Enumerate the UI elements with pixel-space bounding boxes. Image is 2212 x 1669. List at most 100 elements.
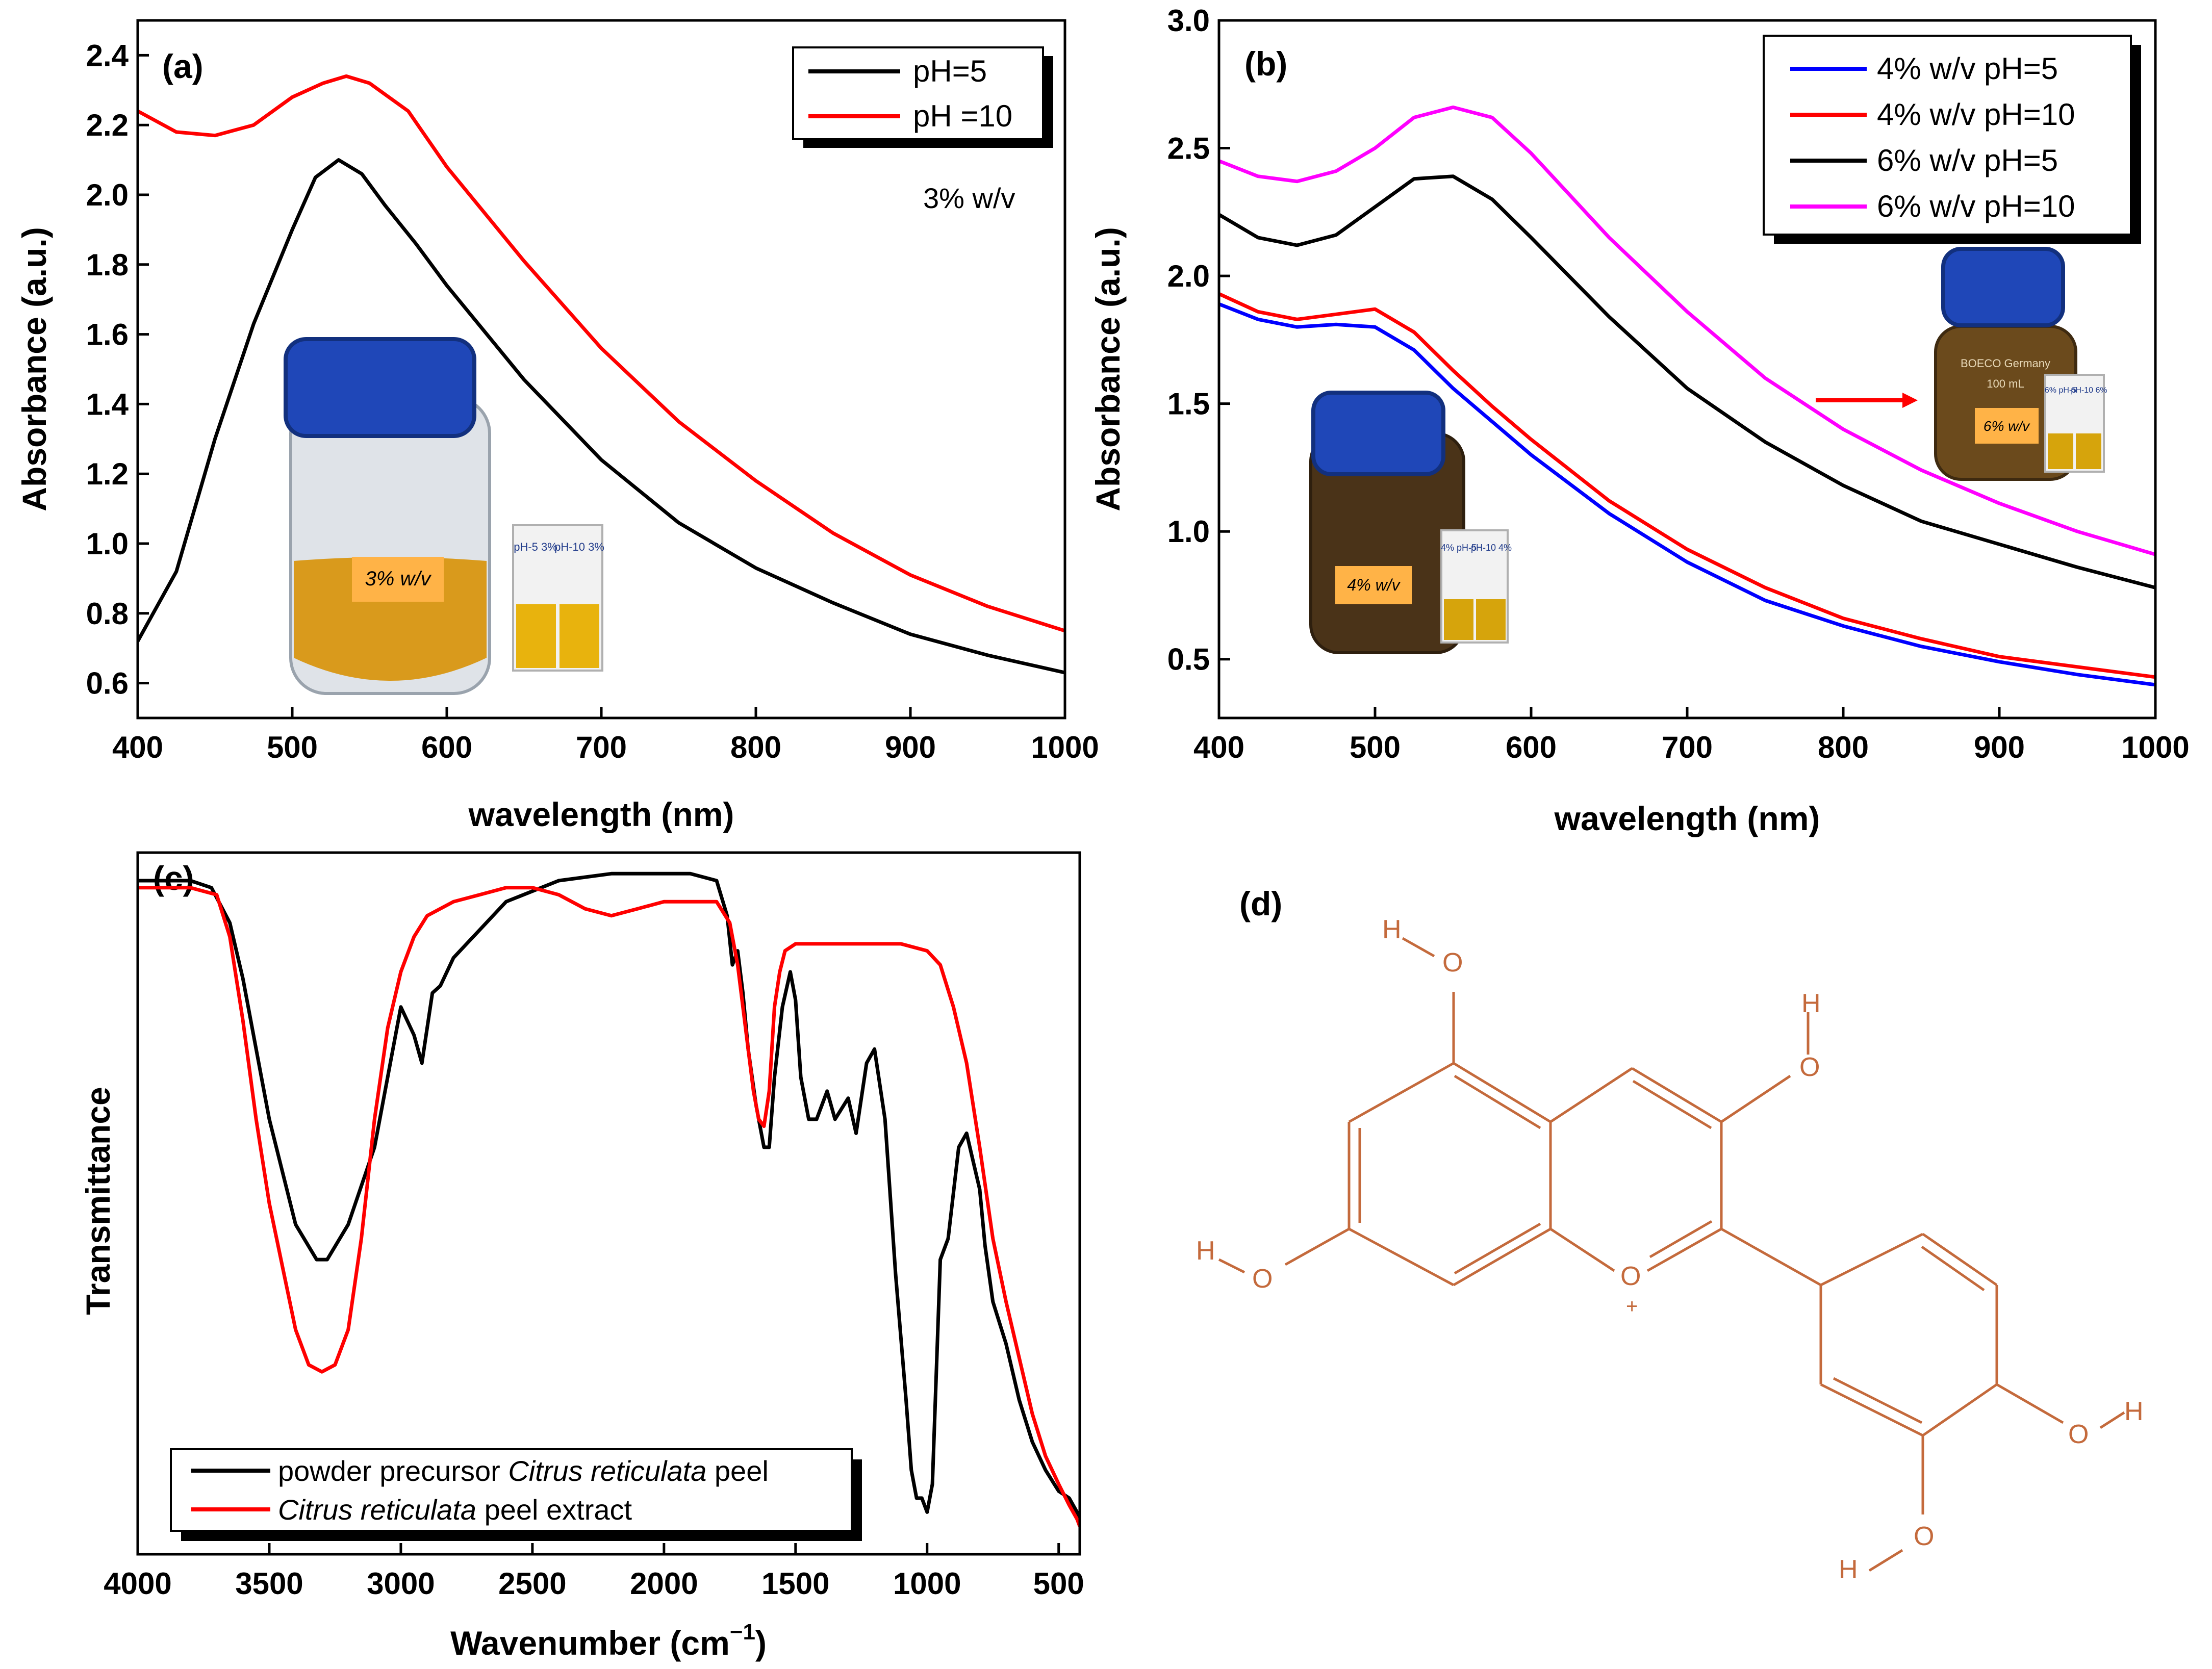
legend-b-entry-3: 6% w/v pH=5 bbox=[1877, 143, 2058, 177]
panel-b-axes: 400 500 600 700 800 900 1000 0.5 1.0 1.5 2.0 2.5 3.0 bbox=[1167, 4, 2190, 764]
bond bbox=[1549, 1067, 1633, 1123]
x-tick-label-b: 800 bbox=[1818, 730, 1869, 764]
x-tick-label-a: 500 bbox=[267, 730, 318, 764]
legend-c-entry-1-prefix: powder precursor bbox=[278, 1455, 508, 1487]
legend-c-entry-2-italic: Citrus reticulata bbox=[278, 1494, 476, 1526]
atom-h: H bbox=[1801, 989, 1821, 1018]
series-line-a-2 bbox=[138, 74, 1065, 633]
x-tick-label-b: 600 bbox=[1506, 730, 1557, 764]
bond bbox=[1922, 1233, 1998, 1287]
legend-b-entry-2: 4% w/v pH=10 bbox=[1877, 97, 2075, 132]
panel-a-inset-photo: 3% w/v pH-5 3% pH-10 3% bbox=[284, 337, 604, 695]
cuvette-b-left-1-liquid bbox=[1444, 599, 1473, 640]
atom-o: O bbox=[1442, 948, 1463, 978]
bond bbox=[1996, 1383, 2064, 1424]
bond bbox=[1402, 937, 1435, 958]
bond-double bbox=[1649, 1220, 1713, 1259]
y-tick-label-a: 2.4 bbox=[86, 38, 129, 72]
cuvette-b-right-2-liquid bbox=[2076, 433, 2101, 469]
panel-b-series bbox=[1219, 105, 2155, 687]
y-tick-label-a: 1.4 bbox=[86, 387, 129, 421]
y-tick-label-a: 1.6 bbox=[86, 318, 129, 352]
legend-a-box bbox=[792, 46, 1044, 140]
x-tick-label-c: 4000 bbox=[104, 1567, 171, 1601]
legend-c-box bbox=[170, 1448, 853, 1532]
legend-c-entry-1: powder precursor Citrus reticulata peel bbox=[278, 1455, 769, 1487]
y-tick-label-b: 1.5 bbox=[1167, 387, 1210, 421]
x-tick-label-a: 400 bbox=[112, 730, 163, 764]
legend-c-entry-1-suffix: peel bbox=[706, 1455, 768, 1487]
panel-a-xlabel: wavelength (nm) bbox=[468, 795, 734, 833]
jar-b-right-brand: BOECO Germany bbox=[1961, 357, 2050, 370]
bond bbox=[1348, 1227, 1455, 1287]
atom-h: H bbox=[1839, 1555, 1858, 1584]
panel-a-annotation: 3% w/v bbox=[923, 182, 1015, 214]
panel-a-label: (a) bbox=[162, 47, 204, 85]
bond bbox=[1453, 1062, 1552, 1123]
panel-b-inset-photos: 4% w/v 4% pH-5 pH-10 4% BOECO Germany 10… bbox=[1309, 247, 2107, 654]
bond-double bbox=[1632, 1080, 1712, 1129]
cuvette-a-1-label: pH-5 3% bbox=[514, 541, 557, 553]
cuvette-a-1-liquid bbox=[516, 604, 556, 668]
x-tick-label-c: 3500 bbox=[235, 1567, 303, 1601]
legend-a-entry-1: pH=5 bbox=[913, 54, 987, 88]
bond-double bbox=[1454, 1222, 1541, 1275]
panel-c-xlabel-main: Wavenumber (cm bbox=[450, 1624, 730, 1662]
y-tick-label-b: 0.5 bbox=[1167, 643, 1210, 677]
legend-c-entry-2: Citrus reticulata peel extract bbox=[278, 1494, 632, 1526]
y-tick-label-a: 0.8 bbox=[86, 597, 129, 631]
x-tick-label-b: 500 bbox=[1350, 730, 1401, 764]
bond bbox=[1720, 1074, 1791, 1123]
bond bbox=[1820, 1233, 1924, 1287]
x-tick-label-a: 800 bbox=[730, 730, 781, 764]
bond bbox=[1922, 1383, 1998, 1437]
bond bbox=[1631, 1067, 1722, 1123]
atom-h: H bbox=[1382, 915, 1402, 944]
atom-o-ring: O bbox=[1620, 1262, 1641, 1291]
jar-b-left-cap bbox=[1311, 391, 1445, 476]
panel-c-series bbox=[138, 871, 1080, 1527]
bond-double bbox=[1454, 1074, 1541, 1129]
jar-a-sticker bbox=[352, 557, 444, 602]
x-tick-label-a: 1000 bbox=[1031, 730, 1099, 764]
panel-c-xlabel: Wavenumber (cm−1) bbox=[450, 1620, 767, 1662]
cuvette-b-left-2-liquid bbox=[1476, 599, 1506, 640]
panel-d-label: (d) bbox=[1239, 885, 1282, 922]
cuvette-b-right-2-label: pH-10 6% bbox=[2071, 386, 2107, 395]
panel-b-legend: 4% w/v pH=5 4% w/v pH=10 6% w/v pH=5 6% … bbox=[1763, 35, 2141, 244]
atom-o: O bbox=[1914, 1522, 1934, 1551]
panel-c: (c) 4000 3500 3000 2500 2000 1500 1000 500 Wave… bbox=[79, 851, 1084, 1662]
series-line-c-1 bbox=[138, 871, 1080, 1520]
panel-b-xlabel: wavelength (nm) bbox=[1554, 800, 1820, 837]
bond-double bbox=[1921, 1245, 1985, 1292]
panel-d: (d) bbox=[1196, 885, 2144, 1584]
x-tick-label-b: 900 bbox=[1974, 730, 2025, 764]
bond-double bbox=[1833, 1377, 1923, 1424]
panel-a-axes: 400 500 600 700 800 900 1000 0.6 0.8 1.0 1.2 1.4 1.6… bbox=[86, 38, 1099, 764]
bond bbox=[1646, 1227, 1722, 1272]
panel-c-axes: 4000 3500 3000 2500 2000 1500 1000 500 bbox=[104, 1543, 1084, 1601]
x-tick-label-b: 1000 bbox=[2121, 730, 2189, 764]
series-line-b-3 bbox=[1219, 174, 2155, 589]
panel-b: (b) 4% w/v 4% pH-5 pH-10 4% BOECO German… bbox=[1089, 4, 2190, 837]
jar-b-right-label: 6% w/v bbox=[1984, 418, 2030, 434]
bond bbox=[1453, 1227, 1552, 1287]
y-tick-label-a: 1.8 bbox=[86, 248, 129, 282]
cuvette-b-right-1-label: 6% pH-5 bbox=[2045, 386, 2076, 395]
y-tick-label-b: 2.5 bbox=[1167, 132, 1210, 166]
jar-b-right-volume: 100 mL bbox=[1987, 377, 2024, 390]
series-line-b-4 bbox=[1219, 105, 2155, 556]
x-tick-label-b: 400 bbox=[1193, 730, 1244, 764]
panel-a: (a) 3% w/v 3% w/v pH-5 3% pH-10 3% 400 50… bbox=[15, 19, 1099, 833]
x-tick-label-c: 1500 bbox=[761, 1567, 829, 1601]
inset-arrow-head bbox=[1902, 393, 1918, 408]
legend-a-entry-2: pH =10 bbox=[913, 99, 1012, 133]
panel-c-xlabel-sup: −1 bbox=[730, 1620, 755, 1645]
x-tick-label-c: 2000 bbox=[630, 1567, 698, 1601]
atom-o: O bbox=[1799, 1052, 1820, 1082]
y-tick-label-a: 1.0 bbox=[86, 527, 129, 561]
atom-h: H bbox=[1196, 1236, 1215, 1266]
x-tick-label-c: 3000 bbox=[367, 1567, 435, 1601]
y-tick-label-a: 2.2 bbox=[86, 108, 129, 142]
jar-b-left-sticker bbox=[1335, 566, 1412, 604]
